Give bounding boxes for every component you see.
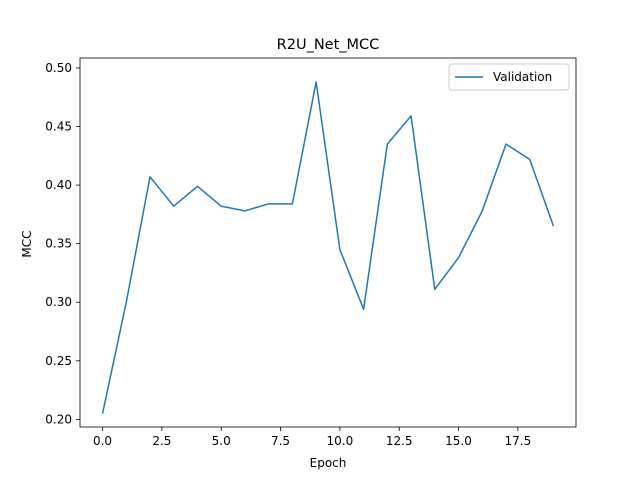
legend-box [448, 63, 570, 91]
y-tick-label: 0.45 [45, 120, 72, 134]
legend: Validation [448, 63, 570, 91]
chart-title: R2U_Net_MCC [277, 37, 380, 53]
x-tick-label: 15.0 [445, 434, 472, 448]
plot-area: 0.0 2.5 5.0 7.5 10.0 12.5 15.0 17.5 0.20 0.25 0.30… [45, 57, 577, 448]
x-tick-label: 0.0 [93, 434, 112, 448]
x-tick-label: 10.0 [327, 434, 354, 448]
y-tick-label: 0.50 [45, 61, 72, 75]
x-tick-label: 2.5 [152, 434, 171, 448]
plot-frame [79, 57, 577, 428]
y-tick-label: 0.20 [45, 412, 72, 426]
x-axis-label: Epoch [310, 456, 347, 470]
x-tick-label: 7.5 [271, 434, 290, 448]
y-axis-label: MCC [20, 230, 34, 257]
x-tick-label: 5.0 [212, 434, 231, 448]
y-tick-label: 0.25 [45, 354, 72, 368]
x-tick-label: 17.5 [504, 434, 531, 448]
y-tick-label: 0.35 [45, 237, 72, 251]
y-tick-label: 0.30 [45, 295, 72, 309]
series-line-validation [101, 81, 555, 414]
legend-label: Validation [493, 70, 552, 84]
x-tick-label: 12.5 [386, 434, 413, 448]
y-tick-label: 0.40 [45, 178, 72, 192]
